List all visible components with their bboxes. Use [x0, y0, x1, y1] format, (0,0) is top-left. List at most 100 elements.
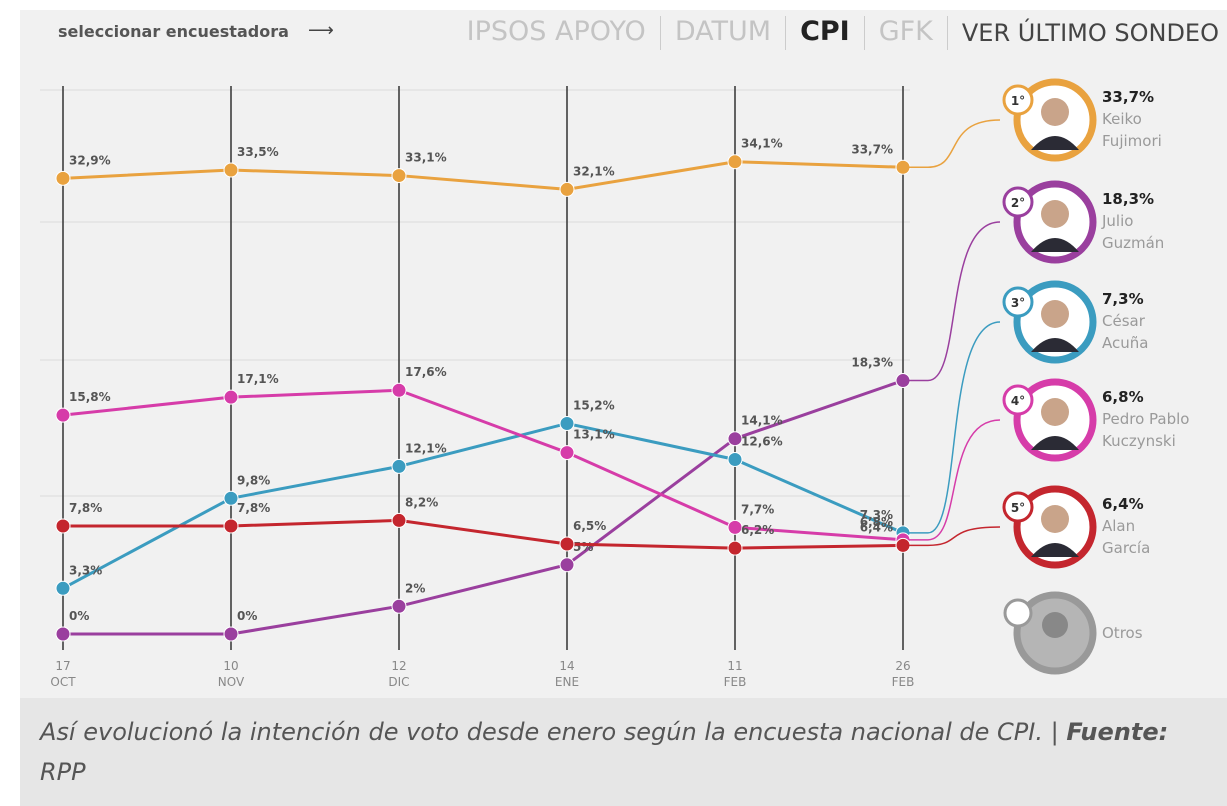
rank: 4° [1011, 394, 1025, 408]
caption-body: Así evolucionó la intención de voto desd… [40, 718, 1059, 746]
legend-name-line: César [1102, 312, 1146, 330]
data-point [224, 491, 238, 505]
legend-connector [903, 222, 1000, 381]
data-label: 14,1% [741, 414, 783, 428]
legend-name-line: Alan [1102, 517, 1135, 535]
legend-connector [903, 120, 1000, 167]
series-line [63, 390, 903, 540]
data-label: 32,1% [573, 164, 615, 178]
data-point [56, 519, 70, 533]
data-label: 15,2% [573, 398, 615, 412]
legend-value: 6,4% [1102, 495, 1144, 513]
data-point [392, 599, 406, 613]
legend-name-line: Pedro Pablo [1102, 410, 1189, 428]
data-point [392, 383, 406, 397]
data-label: 15,8% [69, 390, 111, 404]
legend-value: 7,3% [1102, 290, 1144, 308]
data-point [728, 432, 742, 446]
data-label: 2% [405, 581, 425, 595]
photo-face [1042, 612, 1068, 638]
legend-name: César Acuña [1102, 312, 1148, 352]
data-label: 17,1% [237, 372, 279, 386]
data-label: 6,2% [741, 523, 774, 537]
legend-connector [903, 527, 1000, 545]
series-line [63, 162, 903, 190]
data-point [560, 416, 574, 430]
x-tick-label: 11 FEB [715, 658, 755, 690]
data-point [728, 155, 742, 169]
data-point [560, 182, 574, 196]
data-label: 3,3% [69, 563, 102, 577]
rank: 5° [1011, 501, 1025, 515]
legend-value: 6,8% [1102, 388, 1144, 406]
data-label: 33,7% [851, 142, 893, 156]
photo-face [1041, 300, 1069, 328]
data-point [560, 446, 574, 460]
data-point [224, 627, 238, 641]
caption: Así evolucionó la intención de voto desd… [20, 698, 1227, 806]
chart: 32,9%33,5%33,1%32,1%34,1%33,7%1°33,7%Kei… [0, 0, 1227, 700]
legend-name-line: Fujimori [1102, 132, 1162, 150]
data-label: 7,7% [741, 502, 774, 516]
data-label: 5% [573, 540, 593, 554]
rank: 2° [1011, 196, 1025, 210]
legend-value: 33,7% [1102, 88, 1154, 106]
source: RPP [40, 758, 86, 786]
data-label: 18,3% [851, 356, 893, 370]
data-label: 33,1% [405, 151, 447, 165]
data-point [56, 627, 70, 641]
data-label: 8,2% [405, 495, 438, 509]
legend-connector [903, 420, 1000, 540]
legend-name-line: Kuczynski [1102, 432, 1176, 450]
data-label: 33,5% [237, 145, 279, 159]
data-point [224, 163, 238, 177]
photo-face [1041, 200, 1069, 228]
data-label: 13,1% [573, 428, 615, 442]
data-point [560, 537, 574, 551]
photo-face [1041, 98, 1069, 126]
data-point [392, 169, 406, 183]
data-point [392, 513, 406, 527]
data-point [728, 520, 742, 534]
legend-name-line: Acuña [1102, 334, 1148, 352]
x-tick-label: 14 ENE [547, 658, 587, 690]
data-point [392, 459, 406, 473]
data-label: 12,6% [741, 434, 783, 448]
legend-name-line: Julio [1101, 212, 1133, 230]
data-label: 0% [237, 609, 257, 623]
data-label: 34,1% [741, 137, 783, 151]
legend-name-line: Guzmán [1102, 234, 1164, 252]
x-tick-label: 12 DIC [379, 658, 419, 690]
data-label: 9,8% [237, 473, 270, 487]
data-label: 6,5% [573, 519, 606, 533]
data-point [728, 541, 742, 555]
data-point [728, 452, 742, 466]
legend-name: Julio Guzmán [1101, 212, 1164, 252]
x-tick-label: 26 FEB [883, 658, 923, 690]
data-label: 17,6% [405, 365, 447, 379]
x-tick-label: 17 OCT [43, 658, 83, 690]
photo-face [1041, 505, 1069, 533]
data-label: 32,9% [69, 153, 111, 167]
data-point [560, 558, 574, 572]
page: seleccionar encuestadora ⟶ IPSOS APOYODA… [0, 0, 1227, 806]
rank-badge [1005, 600, 1031, 626]
others-label: Otros [1102, 624, 1143, 642]
data-point [56, 581, 70, 595]
data-label: 7,8% [69, 501, 102, 515]
series-line [63, 520, 903, 548]
data-label: 0% [69, 609, 89, 623]
data-point [56, 171, 70, 185]
legend-name-line: Keiko [1102, 110, 1142, 128]
rank: 3° [1011, 296, 1025, 310]
data-point [224, 390, 238, 404]
x-tick-label: 10 NOV [211, 658, 251, 690]
source-label: Fuente: [1066, 718, 1168, 746]
data-label: 6,4% [860, 520, 893, 534]
photo-face [1041, 398, 1069, 426]
data-label: 12,1% [405, 441, 447, 455]
legend-name: Pedro Pablo Kuczynski [1102, 410, 1189, 450]
data-label: 7,8% [237, 501, 270, 515]
caption-text: Así evolucionó la intención de voto desd… [40, 712, 1207, 792]
